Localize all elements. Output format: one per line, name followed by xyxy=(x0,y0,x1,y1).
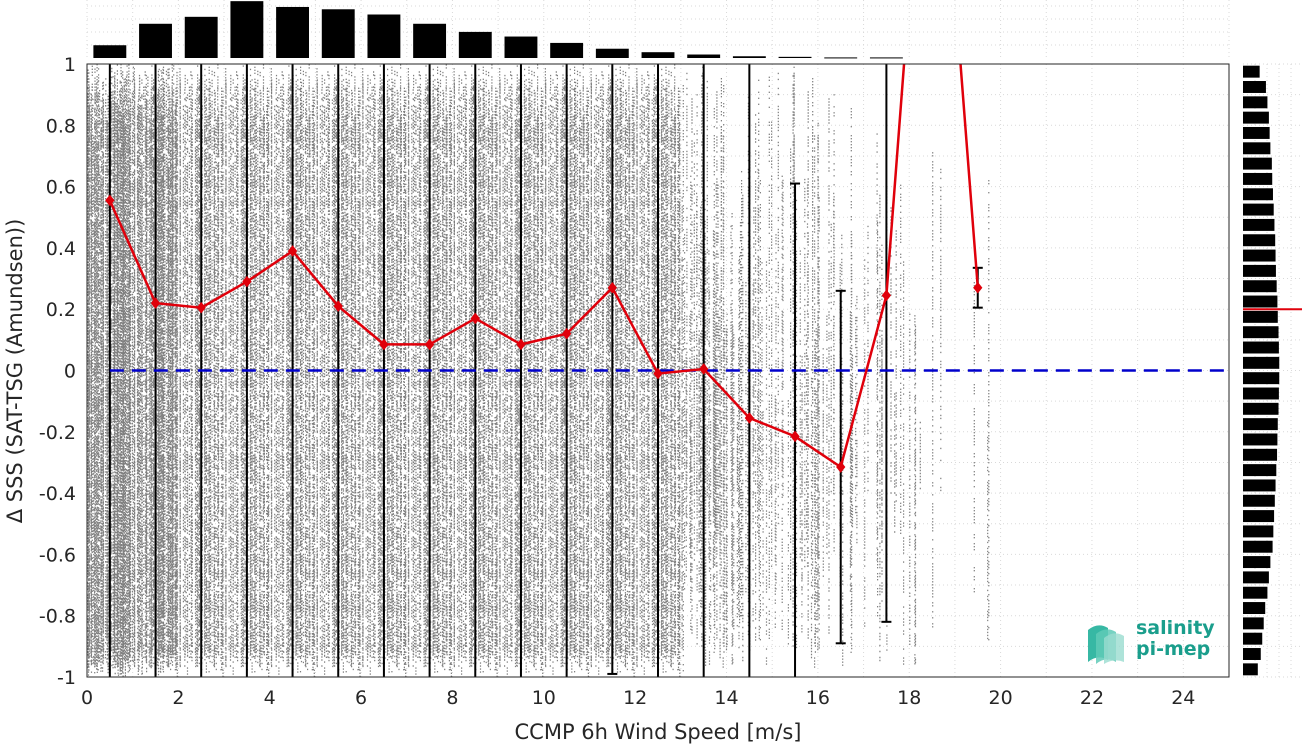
right-histogram-bar xyxy=(1243,265,1276,277)
right-histogram-bar xyxy=(1243,556,1270,568)
right-histogram-bar xyxy=(1243,464,1276,476)
right-histogram-bar xyxy=(1243,617,1264,629)
right-histogram-bar xyxy=(1243,357,1279,369)
top-histogram-bar xyxy=(276,7,309,58)
x-tick-label: 2 xyxy=(172,687,184,709)
right-histogram-bar xyxy=(1243,158,1272,170)
right-histogram-bar xyxy=(1243,112,1269,124)
x-tick-label: 14 xyxy=(714,687,738,709)
right-histogram-bar xyxy=(1243,525,1273,537)
right-histogram-bar xyxy=(1243,495,1275,507)
top-histogram-bar xyxy=(413,24,446,58)
right-histogram-bar xyxy=(1243,449,1277,461)
right-histogram-bar xyxy=(1243,311,1278,323)
top-histogram-bar xyxy=(139,24,172,58)
right-histogram-bar xyxy=(1243,510,1274,522)
right-histogram-bar xyxy=(1243,234,1275,246)
y-tick-label: 0.8 xyxy=(46,115,76,137)
top-histogram-bar xyxy=(459,32,492,58)
logo-text-line1: salinity xyxy=(1136,618,1215,639)
y-axis-label: Δ SSS (SAT-TSG (Amundsen)) xyxy=(3,219,27,524)
right-histogram-bar xyxy=(1243,250,1276,262)
y-tick-label: 0.2 xyxy=(46,299,76,321)
right-histogram-bar xyxy=(1243,388,1279,400)
right-histogram-bar xyxy=(1243,433,1277,445)
logo-text-line2: pi-mep xyxy=(1136,639,1215,660)
y-tick-label: 0 xyxy=(64,361,76,383)
right-histogram-bar xyxy=(1243,372,1279,384)
right-histogram-bar xyxy=(1243,219,1274,231)
x-tick-label: 22 xyxy=(1080,687,1104,709)
main-plot xyxy=(87,0,1229,677)
right-histogram-bar xyxy=(1243,81,1266,93)
top-histogram-bar xyxy=(230,1,263,58)
x-axis-label: CCMP 6h Wind Speed [m/s] xyxy=(515,720,802,744)
x-tick-label: 20 xyxy=(989,687,1013,709)
top-histogram-bar xyxy=(779,57,812,58)
y-tick-label: -0.4 xyxy=(39,483,76,505)
right-histogram-bar xyxy=(1243,418,1278,430)
right-histogram-bar xyxy=(1243,66,1260,78)
right-histogram-bar xyxy=(1243,587,1267,599)
y-tick-label: -1 xyxy=(57,667,76,689)
y-tick-label: -0.8 xyxy=(39,606,76,628)
y-tick-label: -0.2 xyxy=(39,422,76,444)
top-histogram-bar xyxy=(642,52,675,58)
right-histogram-bar xyxy=(1243,142,1270,154)
x-tick-label: 12 xyxy=(623,687,647,709)
right-histogram-bar xyxy=(1243,280,1277,292)
right-histogram-bar xyxy=(1243,633,1262,645)
right-histogram-bar xyxy=(1243,648,1261,660)
y-tick-label: -0.6 xyxy=(39,544,76,566)
x-tick-label: 10 xyxy=(532,687,556,709)
right-histogram-bar xyxy=(1243,296,1277,308)
right-histogram-bar xyxy=(1243,403,1279,415)
y-tick-label: 1 xyxy=(64,54,76,76)
top-histogram-bar xyxy=(550,43,583,58)
salinity-pimep-logo: salinity pi-mep xyxy=(1084,618,1214,666)
x-tick-label: 24 xyxy=(1171,687,1195,709)
right-histogram-bar xyxy=(1243,96,1267,108)
x-tick-label: 16 xyxy=(806,687,830,709)
top-histogram-bar xyxy=(185,17,218,58)
right-histogram-bar xyxy=(1243,173,1272,185)
x-tick-label: 0 xyxy=(81,687,93,709)
top-histogram-bar xyxy=(733,56,766,58)
right-histogram-bar xyxy=(1243,602,1265,614)
right-histogram-bar xyxy=(1243,127,1270,139)
top-histogram-bar xyxy=(824,57,857,58)
right-histogram-bar xyxy=(1243,188,1273,200)
x-tick-label: 18 xyxy=(897,687,921,709)
x-tick-label: 8 xyxy=(446,687,458,709)
top-histogram-bar xyxy=(596,49,629,58)
logo-icon xyxy=(1084,618,1132,666)
top-histogram-bar xyxy=(322,9,355,58)
top-histogram-bar xyxy=(367,15,400,59)
top-histogram-bar xyxy=(687,55,720,58)
x-tick-label: 4 xyxy=(264,687,276,709)
right-histogram-bar xyxy=(1243,342,1279,354)
top-histogram-bar xyxy=(93,45,126,58)
top-histogram-bar xyxy=(870,57,903,58)
right-histogram-bar xyxy=(1243,204,1274,216)
right-histogram-bar xyxy=(1243,571,1269,583)
right-histogram-bar xyxy=(1243,479,1276,491)
right-histogram-bar xyxy=(1243,541,1273,553)
y-tick-label: 0.6 xyxy=(46,177,76,199)
top-histogram xyxy=(87,0,1229,58)
y-tick-label: 0.4 xyxy=(46,238,76,260)
top-histogram-bar xyxy=(505,37,538,58)
x-tick-label: 6 xyxy=(355,687,367,709)
right-histogram-bar xyxy=(1243,326,1279,338)
right-histogram-bar xyxy=(1243,663,1258,675)
